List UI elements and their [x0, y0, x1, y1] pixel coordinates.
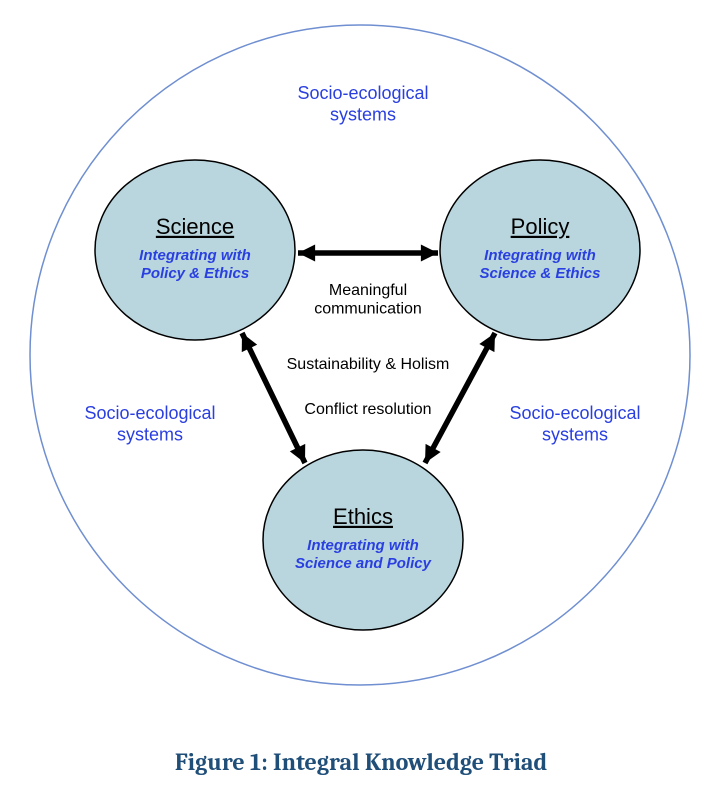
figure-caption: Figure 1: Integral Knowledge Triad — [0, 748, 722, 776]
node-title-ethics: Ethics — [333, 504, 393, 529]
center-label-2: Conflict resolution — [304, 401, 431, 418]
svg-text:Socio-ecological: Socio-ecological — [84, 403, 215, 423]
node-policy: Policy Integrating withScience & Ethics — [440, 160, 640, 340]
node-title-policy: Policy — [511, 214, 570, 239]
svg-text:Meaningful: Meaningful — [329, 282, 407, 299]
outer-label-1: Socio-ecologicalsystems — [84, 403, 215, 444]
node-subtitle-science: Integrating with — [139, 247, 251, 264]
center-label-1: Sustainability & Holism — [287, 356, 450, 373]
center-label-0: Meaningful communication — [314, 282, 422, 318]
node-ethics: Ethics Integrating withScience and Policy — [263, 450, 463, 630]
node-subtitle-ethics: Integrating with — [307, 537, 419, 554]
outer-label-0: Socio-ecologicalsystems — [297, 83, 428, 124]
svg-text:systems: systems — [330, 104, 396, 124]
triad-diagram: ScienceIntegrating withPolicy & EthicsPo… — [0, 0, 722, 720]
svg-text:communication: communication — [314, 301, 422, 318]
svg-text:Conflict resolution: Conflict resolution — [304, 401, 431, 418]
node-subtitle-science: Policy & Ethics — [141, 265, 249, 282]
edge-science-ethics — [242, 333, 305, 463]
node-title-science: Science — [156, 214, 234, 239]
node-subtitle-policy: Science & Ethics — [480, 265, 601, 282]
node-subtitle-policy: Integrating with — [484, 247, 596, 264]
node-subtitle-ethics: Science and Policy — [295, 555, 432, 572]
svg-text:systems: systems — [117, 424, 183, 444]
svg-text:Socio-ecological: Socio-ecological — [297, 83, 428, 103]
svg-text:Socio-ecological: Socio-ecological — [509, 403, 640, 423]
outer-label-2: Socio-ecologicalsystems — [509, 403, 640, 444]
edge-policy-ethics — [425, 333, 495, 463]
svg-text:Sustainability & Holism: Sustainability & Holism — [287, 356, 450, 373]
svg-text:systems: systems — [542, 424, 608, 444]
node-science: Science Integrating withPolicy & Ethics — [95, 160, 295, 340]
